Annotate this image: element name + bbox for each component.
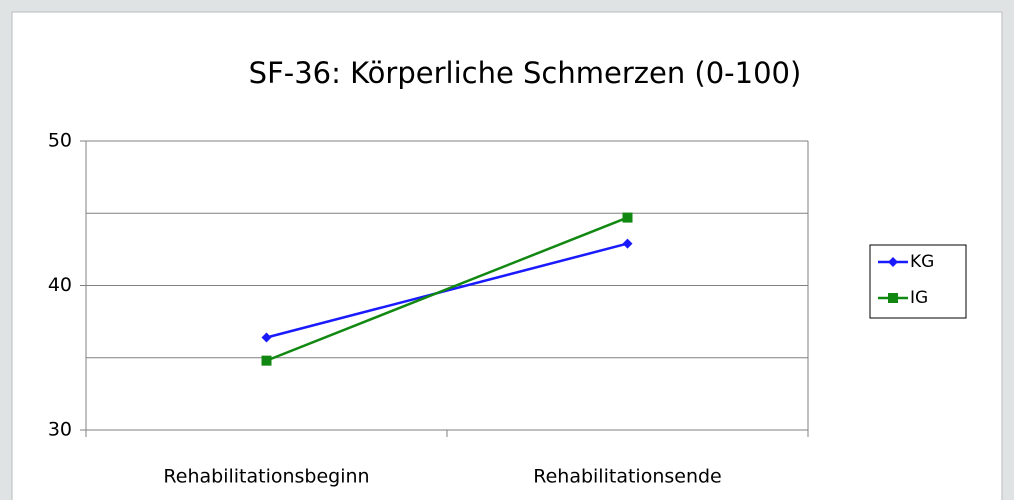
chart-title: SF-36: Körperliche Schmerzen (0-100) xyxy=(249,56,802,90)
legend-label: IG xyxy=(910,288,928,308)
y-tick-label: 50 xyxy=(48,130,72,152)
series-line xyxy=(266,216,628,362)
chart-panel xyxy=(11,11,1003,500)
series-line xyxy=(266,242,628,339)
legend-marker xyxy=(888,257,898,267)
legend-label: KG xyxy=(910,252,934,272)
y-tick-label: 30 xyxy=(48,419,72,441)
point-marker xyxy=(622,238,633,249)
y-tick-label: 40 xyxy=(48,274,72,296)
x-tick-label: Rehabilitationsbeginn xyxy=(163,466,369,488)
x-tick-label: Rehabilitationsende xyxy=(533,466,722,488)
legend-box xyxy=(869,244,967,319)
point-marker xyxy=(622,212,633,223)
legend-marker xyxy=(888,293,898,303)
point-marker xyxy=(261,332,272,343)
point-marker xyxy=(261,355,272,366)
